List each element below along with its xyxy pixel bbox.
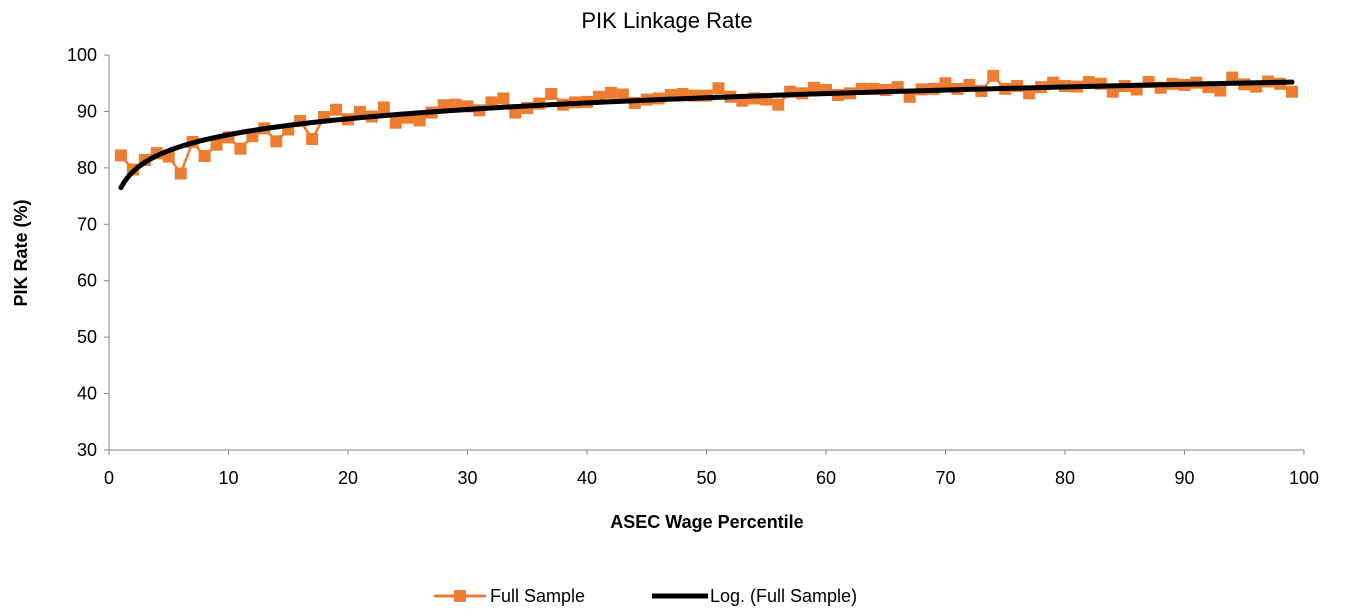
y-axis: 30 40 50 60 70 80 90 100 (67, 45, 110, 460)
data-point (413, 114, 426, 127)
y-tick-label: 80 (77, 158, 97, 178)
data-point (1286, 85, 1299, 98)
data-point (497, 92, 510, 105)
data-point (1226, 71, 1239, 84)
data-point (270, 135, 283, 148)
x-tick-label: 50 (696, 468, 716, 488)
y-tick-label: 30 (77, 440, 97, 460)
data-point (437, 99, 450, 112)
y-tick-label: 90 (77, 101, 97, 121)
data-point (114, 149, 127, 162)
legend: Full Sample Log. (Full Sample) (434, 586, 857, 606)
x-tick-label: 70 (935, 468, 955, 488)
data-point (330, 103, 343, 116)
y-tick-label: 70 (77, 214, 97, 234)
x-axis: 0 10 20 30 40 50 60 70 80 90 100 (104, 449, 1319, 488)
data-point (377, 101, 390, 114)
legend-label-log-trend: Log. (Full Sample) (710, 586, 857, 606)
data-point (1106, 85, 1119, 98)
x-tick-label: 30 (457, 468, 477, 488)
legend-label-full-sample: Full Sample (490, 586, 585, 606)
x-tick-label: 80 (1055, 468, 1075, 488)
data-point (1214, 84, 1227, 97)
data-point (210, 138, 223, 151)
x-tick-label: 20 (338, 468, 358, 488)
legend-item-full-sample: Full Sample (434, 586, 585, 606)
x-tick-label: 90 (1174, 468, 1194, 488)
y-tick-label: 50 (77, 327, 97, 347)
data-point (616, 88, 629, 101)
data-point (712, 82, 725, 95)
data-point (808, 81, 821, 94)
legend-item-log-trend: Log. (Full Sample) (652, 586, 857, 606)
data-point (306, 133, 319, 146)
y-tick-label: 60 (77, 271, 97, 291)
legend-swatch-marker-full-sample (454, 590, 466, 602)
x-tick-label: 10 (218, 468, 238, 488)
y-tick-label: 100 (67, 45, 97, 65)
y-tick-label: 40 (77, 384, 97, 404)
data-point (509, 106, 522, 119)
data-point (939, 77, 952, 90)
y-axis-label: PIK Rate (%) (11, 199, 31, 306)
x-axis-label: ASEC Wage Percentile (610, 512, 803, 532)
x-tick-label: 100 (1289, 468, 1319, 488)
data-point (987, 69, 1000, 82)
data-point (772, 98, 785, 111)
data-point (604, 86, 617, 99)
x-tick-label: 0 (104, 468, 114, 488)
data-point (545, 87, 558, 100)
x-tick-label: 60 (816, 468, 836, 488)
chart-title: PIK Linkage Rate (581, 8, 752, 33)
series-log-trendline (118, 79, 1295, 191)
data-point (174, 167, 187, 180)
data-point (234, 142, 247, 155)
trendline-log (118, 79, 1295, 191)
x-tick-label: 40 (577, 468, 597, 488)
data-point (198, 150, 211, 163)
data-point (903, 90, 916, 103)
data-point (389, 116, 402, 129)
